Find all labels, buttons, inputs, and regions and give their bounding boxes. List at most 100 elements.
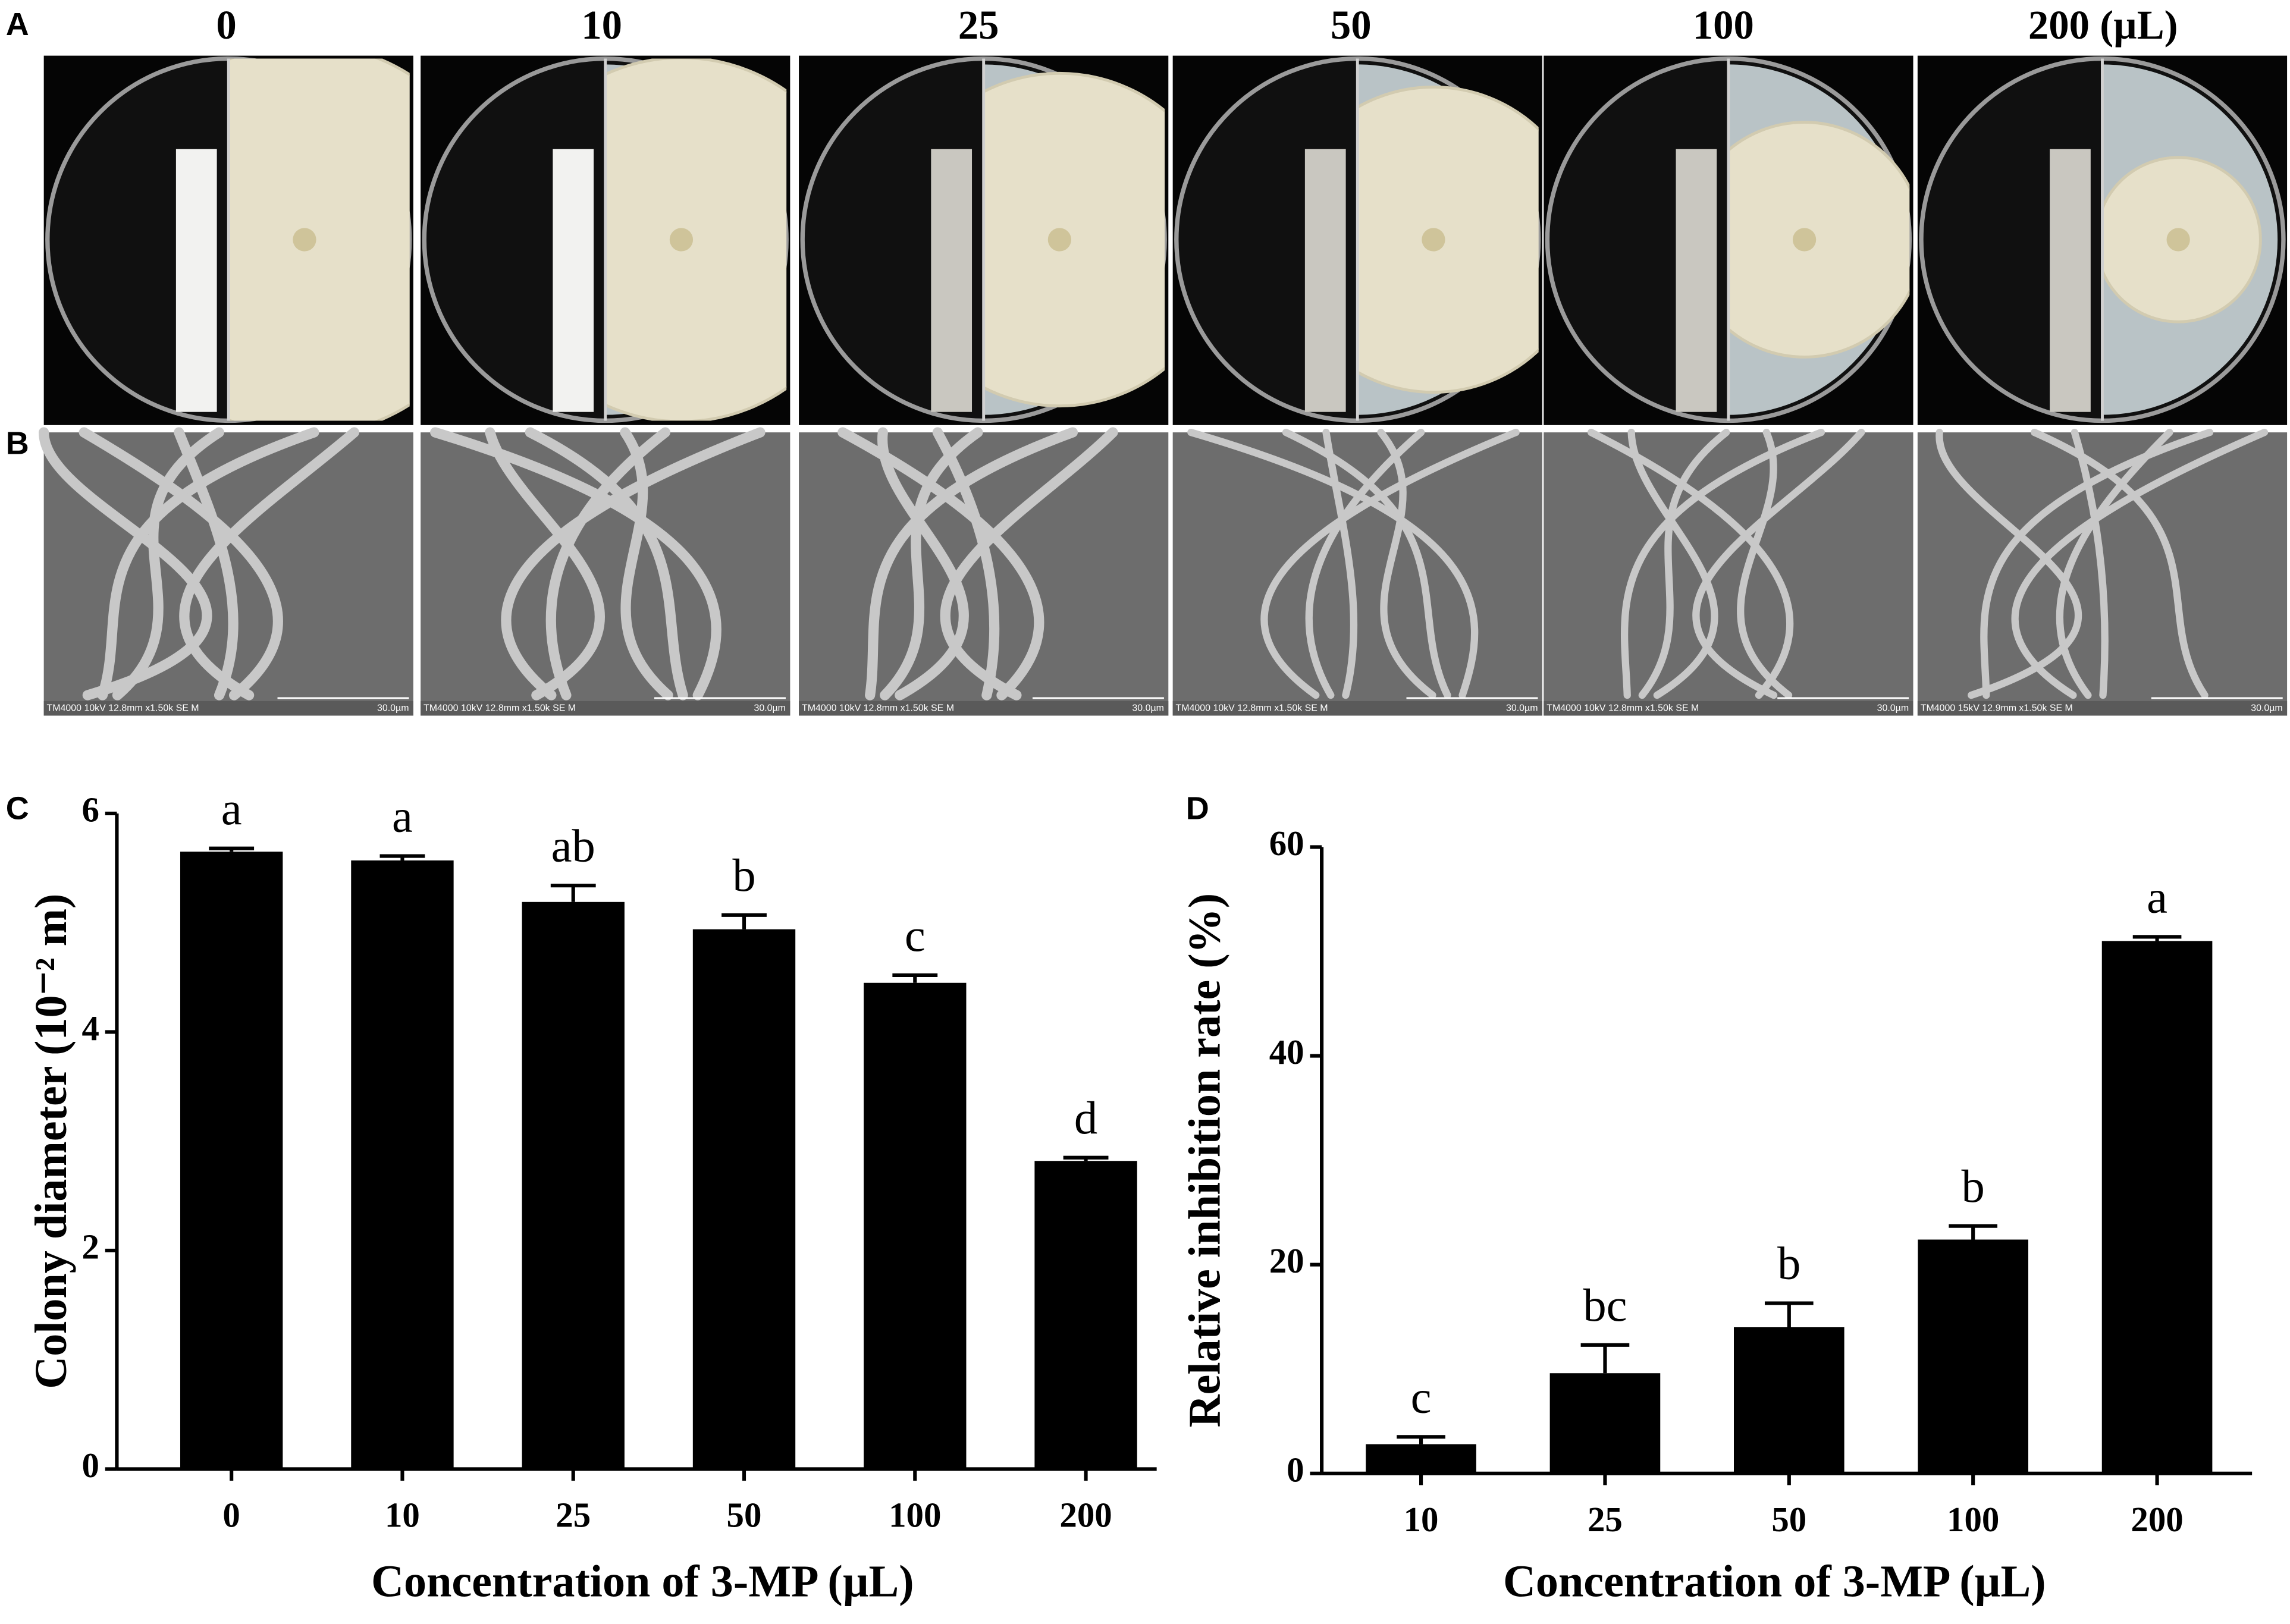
bar [864, 982, 967, 1469]
hypha [1322, 428, 1358, 699]
colony [1357, 85, 1539, 394]
x-tick-label: 50 [1771, 1500, 1806, 1539]
panel-label: B [6, 425, 29, 461]
y-tick-label: 40 [1269, 1032, 1304, 1072]
bar [2101, 941, 2213, 1474]
hypha [1620, 428, 1825, 699]
hypha [1305, 428, 1425, 699]
x-axis-label: Concentration of 3-MP (µL) [371, 1556, 914, 1606]
hypha [2011, 428, 2269, 699]
hypha [1980, 428, 2214, 699]
sem-image [1172, 432, 1542, 716]
filter-strip [553, 149, 594, 412]
panel-label: A [6, 7, 29, 42]
significance-letter: b [1962, 1160, 1985, 1212]
x-axis-label: Concentration of 3-MP (µL) [1503, 1556, 2046, 1606]
y-tick-label: 0 [1287, 1450, 1304, 1489]
hypha [501, 427, 766, 701]
hypha [2031, 428, 2209, 699]
sem-scale: 30.0µm [1132, 703, 1163, 713]
hypha [932, 427, 1000, 701]
significance-letter: a [221, 783, 242, 834]
bar [1918, 1239, 2028, 1474]
hypha [97, 427, 319, 701]
hypha [1638, 428, 1730, 699]
significance-letter: c [905, 909, 926, 961]
sem-scale: 30.0µm [377, 703, 409, 713]
concentration-label: 100 [1693, 2, 1754, 48]
inoculum [1047, 228, 1072, 252]
colony [1728, 121, 1910, 359]
hypha [877, 427, 969, 701]
bar [351, 860, 454, 1469]
x-tick-label: 200 [2131, 1500, 2183, 1539]
hypha [1737, 428, 1793, 699]
inoculum [1792, 228, 1817, 252]
sem-caption: TM4000 15kV 12.9mm x1.50k SE M [1921, 703, 2073, 713]
bar [522, 901, 625, 1469]
hypha [112, 427, 224, 701]
bar [1366, 1444, 1476, 1474]
concentration-label: 0 [216, 2, 236, 48]
hypha [179, 427, 360, 701]
concentration-label: 10 [581, 2, 622, 48]
hypha [1627, 428, 1718, 699]
hypha [39, 427, 212, 701]
colony [605, 58, 787, 421]
inoculum [669, 228, 694, 252]
significance-letter: a [2147, 871, 2167, 923]
bar [1549, 1373, 1661, 1474]
hypha [1377, 428, 1436, 699]
sem-caption-bar [1172, 701, 1542, 716]
significance-letter: b [1777, 1237, 1800, 1289]
hypha [1587, 428, 1794, 699]
filter-strip [175, 149, 217, 412]
colony [983, 71, 1165, 408]
sem-caption-bar [421, 701, 790, 716]
significance-letter: bc [1583, 1279, 1627, 1331]
y-tick-label: 6 [82, 790, 99, 829]
significance-letter: b [732, 849, 755, 901]
inoculum [293, 228, 316, 252]
hypha [545, 427, 671, 701]
y-tick-label: 0 [82, 1446, 99, 1485]
hypha [2056, 428, 2173, 699]
x-tick-label: 0 [222, 1495, 240, 1534]
filter-strip [1304, 149, 1346, 412]
sem-scale: 30.0µm [754, 703, 785, 713]
hypha [837, 427, 1044, 701]
y-tick-label: 60 [1269, 824, 1304, 863]
bar [1734, 1327, 1844, 1474]
concentration-label: 25 [958, 2, 999, 48]
sem-caption: TM4000 10kV 12.8mm x1.50k SE M [424, 703, 576, 713]
sem-caption: TM4000 10kV 12.8mm x1.50k SE M [802, 703, 954, 713]
sem-caption-bar [1544, 701, 1913, 716]
hypha [525, 427, 688, 701]
hypha [865, 427, 1078, 701]
hypha [1935, 428, 2082, 699]
x-tick-label: 200 [1059, 1495, 1112, 1534]
hypha [1282, 428, 1451, 699]
y-axis-label: Relative inhibition rate (%) [1180, 893, 1230, 1427]
hypha [1692, 428, 1865, 699]
hypha [940, 427, 1118, 701]
inoculum [2166, 228, 2190, 252]
y-tick-label: 20 [1269, 1241, 1304, 1280]
significance-letter: a [392, 790, 413, 842]
concentration-label: 200 (µL) [2028, 2, 2178, 48]
bar [692, 929, 796, 1469]
panel-label: C [6, 790, 29, 826]
hypha [1187, 428, 1479, 699]
sem-caption: TM4000 10kV 12.8mm x1.50k SE M [47, 703, 199, 713]
sem-scale: 30.0µm [2251, 703, 2282, 713]
hypha [1260, 428, 1520, 699]
sem-caption-bar [1917, 701, 2288, 716]
inoculum [1422, 228, 1445, 252]
y-axis-label: Colony diameter (10⁻² m) [26, 894, 76, 1389]
significance-letter: ab [551, 819, 595, 871]
sem-caption-bar [43, 701, 413, 716]
y-tick-label: 2 [82, 1227, 99, 1266]
sem-caption: TM4000 10kV 12.8mm x1.50k SE M [1176, 703, 1328, 713]
